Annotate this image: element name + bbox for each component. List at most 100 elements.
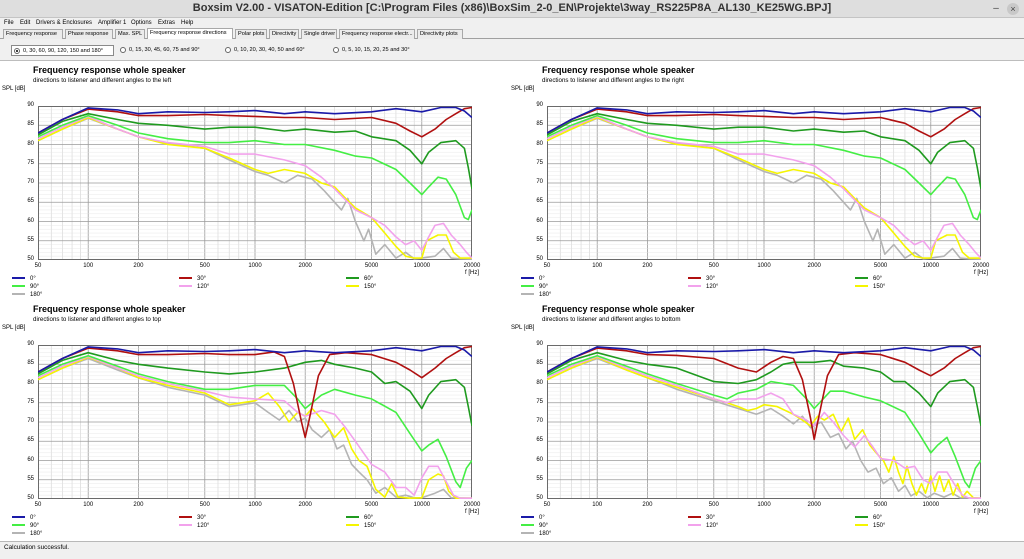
legend-label: 90°	[539, 523, 549, 529]
series-line-150-deg	[38, 116, 472, 259]
series-line-150-deg	[547, 116, 981, 259]
x-tick-label: 50	[543, 502, 551, 508]
radio-icon	[120, 47, 126, 53]
tab-phase-response[interactable]: Phase response	[65, 29, 113, 39]
y-tick-label: 85	[27, 121, 34, 128]
legend-swatch	[521, 532, 534, 535]
tab-frequency-response-directions[interactable]: Frequency response directions	[147, 28, 233, 39]
x-tick-label: 20000	[972, 263, 990, 269]
series-line-0-deg	[38, 345, 472, 373]
menu-help[interactable]: Help	[181, 20, 194, 26]
plot-canvas	[38, 106, 472, 260]
y-tick-label: 85	[536, 360, 543, 367]
tab-directivity-plots[interactable]: Directivity plots	[417, 29, 463, 39]
minimize-icon[interactable]: –	[993, 3, 999, 14]
angle-set-option[interactable]: 0, 30, 60, 90, 120, 150 and 180°	[11, 45, 114, 56]
x-tick-label: 200	[642, 502, 653, 508]
title-bar: Boxsim V2.00 - VISATON-Edition [C:\Progr…	[0, 0, 1024, 18]
legend-swatch	[179, 524, 192, 527]
legend-label: 120°	[706, 523, 719, 529]
x-tick-label: 50	[34, 502, 42, 508]
tab-single-driver[interactable]: Single driver	[301, 29, 337, 39]
legend-swatch	[346, 277, 359, 280]
menu-drivers-enclosures[interactable]: Drivers & Enclosures	[36, 20, 93, 26]
legend-item: 180°	[521, 292, 551, 298]
legend-label: 0°	[539, 515, 545, 521]
y-tick-label: 50	[27, 256, 34, 262]
menu-options[interactable]: Options	[131, 20, 152, 26]
y-tick-label: 80	[536, 379, 543, 386]
legend-item: 90°	[12, 284, 39, 290]
angle-set-option[interactable]: 0, 10, 20, 30, 40, 50 and 60°	[223, 45, 328, 56]
legend-swatch	[521, 277, 534, 280]
x-tick-label: 50	[34, 263, 42, 269]
x-tick-label: 1000	[248, 263, 262, 269]
legend-label: 180°	[539, 292, 552, 298]
y-axis-label: SPL [dB]	[511, 325, 535, 331]
legend-swatch	[179, 277, 192, 280]
legend-label: 60°	[364, 276, 374, 282]
y-tick-label: 50	[27, 495, 34, 501]
legend-swatch	[688, 524, 701, 527]
frequency-response-chart: Frequency response whole speaker directio…	[509, 300, 1018, 539]
legend-swatch	[12, 285, 25, 288]
legend-swatch	[521, 524, 534, 527]
x-tick-label: 500	[199, 263, 210, 269]
legend-swatch	[855, 516, 868, 519]
y-tick-label: 80	[536, 140, 543, 147]
legend-label: 120°	[706, 284, 719, 290]
tab-directivity[interactable]: Directivity	[269, 29, 299, 39]
legend-item: 90°	[12, 523, 39, 529]
chart-legend: 0° 30° 60° 90° 120° 150° 180°	[513, 276, 1013, 302]
y-tick-label: 70	[536, 418, 543, 424]
status-bar: Calculation successful.	[0, 541, 1024, 559]
y-tick-label: 60	[27, 217, 34, 224]
x-tick-label: 200	[133, 263, 144, 269]
menu-edit[interactable]: Edit	[20, 20, 31, 26]
tab-frequency-response-electrical[interactable]: Frequency response electr...	[339, 29, 415, 39]
legend-label: 90°	[30, 523, 40, 529]
chart-subtitle: directions to listener and different ang…	[33, 77, 172, 84]
legend-label: 0°	[30, 276, 36, 282]
legend-item: 180°	[521, 531, 551, 537]
series-line-60-deg	[547, 351, 981, 427]
menu-amplifier[interactable]: Amplifier 1	[98, 20, 127, 26]
legend-item: 0°	[521, 515, 545, 521]
menu-extras[interactable]: Extras	[158, 20, 176, 26]
angle-set-option[interactable]: 0, 15, 30, 45, 60, 75 and 90°	[118, 45, 220, 56]
legend-label: 150°	[364, 523, 377, 529]
close-icon[interactable]: ×	[1007, 3, 1019, 15]
x-tick-label: 2000	[807, 263, 821, 269]
plot-canvas	[547, 345, 981, 499]
tab-polar-plots[interactable]: Polar plots	[235, 29, 267, 39]
x-tick-label: 5000	[873, 263, 888, 269]
menu-file[interactable]: File	[4, 20, 14, 26]
x-tick-label: 100	[592, 502, 603, 508]
x-tick-label: 5000	[364, 502, 379, 508]
legend-item: 150°	[346, 523, 376, 529]
menu-bar: File Edit Drivers & Enclosures Amplifier…	[0, 18, 1024, 28]
y-tick-label: 80	[27, 140, 34, 147]
series-line-30-deg	[38, 106, 472, 138]
legend-swatch	[346, 285, 359, 288]
chart-legend: 0° 30° 60° 90° 120° 150° 180°	[513, 515, 1013, 541]
angle-set-label: 0, 15, 30, 45, 60, 75 and 90°	[129, 47, 200, 53]
tab-frequency-response[interactable]: Frequency response	[3, 29, 63, 39]
tab-max-spl[interactable]: Max. SPL	[115, 29, 145, 39]
angle-set-option[interactable]: 0, 5, 10, 15, 20, 25 and 30°	[331, 45, 431, 56]
legend-label: 30°	[706, 515, 716, 521]
chart-title: Frequency response whole speaker	[542, 304, 695, 314]
y-tick-label: 70	[27, 418, 34, 424]
legend-item: 60°	[855, 515, 882, 521]
series-line-180-deg	[547, 357, 981, 499]
legend-label: 30°	[706, 276, 716, 282]
x-tick-label: 2000	[298, 263, 312, 269]
x-tick-label: 1000	[757, 502, 771, 508]
angle-set-selector: 0, 30, 60, 90, 120, 150 and 180° 0, 15, …	[0, 40, 1024, 61]
legend-label: 0°	[30, 515, 36, 521]
legend-label: 0°	[539, 276, 545, 282]
legend-label: 30°	[197, 276, 207, 282]
chart-title: Frequency response whole speaker	[33, 65, 186, 75]
legend-label: 90°	[539, 284, 549, 290]
y-axis-label: SPL [dB]	[2, 325, 26, 331]
